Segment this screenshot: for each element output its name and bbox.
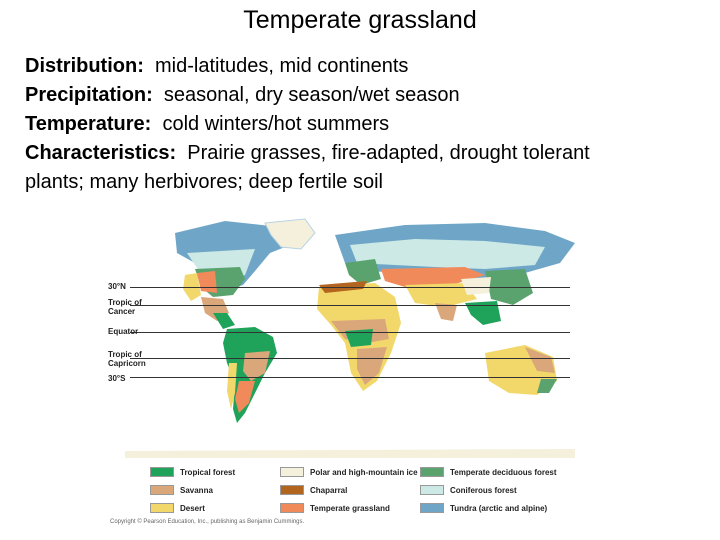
- info-key: Distribution:: [25, 55, 144, 77]
- eurasia-landmass: [335, 223, 575, 325]
- legend-label: Coniferous forest: [450, 485, 517, 495]
- australia-landmass: [485, 345, 557, 395]
- info-key: Temperature:: [25, 113, 152, 135]
- legend-swatch: [280, 503, 304, 513]
- legend-item-coniferous: Coniferous forest: [420, 484, 517, 496]
- lat-line-30s: [130, 377, 570, 378]
- biome-info: Distribution: mid-latitudes, mid contine…: [25, 52, 715, 197]
- lat-line-capricorn: [130, 358, 570, 359]
- legend-swatch: [280, 485, 304, 495]
- legend-item-tundra: Tundra (arctic and alpine): [420, 502, 547, 514]
- label-tropic-cancer: Tropic of Cancer: [108, 298, 142, 316]
- info-characteristics-continued: plants; many herbivores; deep fertile so…: [25, 171, 383, 193]
- info-distribution: Distribution: mid-latitudes, mid contine…: [25, 52, 715, 81]
- legend-label: Polar and high-mountain ice: [310, 467, 418, 477]
- greenland-landmass: [264, 218, 316, 250]
- legend-swatch: [150, 503, 174, 513]
- legend-label: Desert: [180, 503, 205, 513]
- legend-swatch: [420, 503, 444, 513]
- legend-item-temperate-deciduous: Temperate deciduous forest: [420, 466, 557, 478]
- legend-item-temperate-grassland: Temperate grassland: [280, 502, 390, 514]
- antarctica-landmass: [125, 449, 575, 458]
- label-30s: 30°S: [108, 374, 126, 383]
- info-characteristics: Characteristics: Prairie grasses, fire-a…: [25, 139, 715, 168]
- north-america-landmass: [175, 221, 295, 329]
- legend-swatch: [150, 467, 174, 477]
- info-key: Characteristics:: [25, 142, 177, 164]
- legend-item-chaparral: Chaparral: [280, 484, 347, 496]
- legend-swatch: [420, 467, 444, 477]
- info-value: cold winters/hot summers: [151, 113, 390, 135]
- legend-swatch: [150, 485, 174, 495]
- info-value: seasonal, dry season/wet season: [152, 84, 460, 106]
- legend-label: Tundra (arctic and alpine): [450, 503, 548, 513]
- lat-line-equator: [130, 332, 570, 333]
- label-tropic-capricorn: Tropic of Capricorn: [108, 350, 146, 368]
- legend-item-tropical-forest: Tropical forest: [150, 466, 235, 478]
- legend-item-desert: Desert: [150, 502, 205, 514]
- legend-label: Temperate grassland: [310, 503, 390, 513]
- legend-item-savanna: Savanna: [150, 484, 213, 496]
- south-america-landmass: [223, 327, 277, 423]
- info-temperature: Temperature: cold winters/hot summers: [25, 110, 715, 139]
- info-key: Precipitation:: [25, 84, 153, 106]
- lat-line-30n: [130, 287, 570, 288]
- biome-legend: Tropical forest Savanna Desert Polar and…: [150, 464, 590, 524]
- legend-swatch: [420, 485, 444, 495]
- slide-title: Temperate grassland: [243, 6, 477, 34]
- lat-line-cancer: [130, 305, 570, 306]
- africa-landmass: [317, 281, 401, 391]
- copyright-notice: Copyright © Pearson Education, Inc., pub…: [110, 519, 305, 525]
- legend-swatch: [280, 467, 304, 477]
- legend-label: Tropical forest: [180, 467, 236, 477]
- legend-item-polar-ice: Polar and high-mountain ice: [280, 466, 418, 478]
- legend-label: Temperate deciduous forest: [450, 467, 557, 477]
- info-value: Prairie grasses, fire-adapted, drought t…: [176, 142, 590, 164]
- label-equator: Equator: [108, 327, 139, 336]
- legend-label: Chaparral: [310, 485, 348, 495]
- label-30n: 30°N: [108, 282, 126, 291]
- world-biome-map: [125, 218, 575, 458]
- legend-label: Savanna: [180, 485, 213, 495]
- info-value: mid-latitudes, mid continents: [143, 55, 409, 77]
- info-precipitation: Precipitation: seasonal, dry season/wet …: [25, 81, 715, 110]
